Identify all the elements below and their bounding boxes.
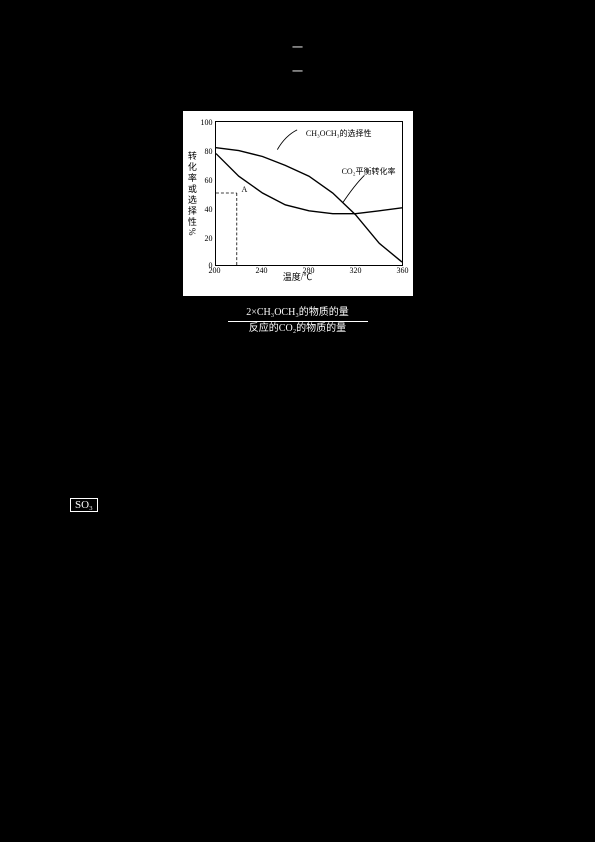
ytick: 60	[199, 175, 213, 188]
fraction-numerator: 2×CH₃OCH₃的物质的量	[228, 306, 368, 322]
xtick: 360	[397, 265, 409, 278]
xtick: 320	[350, 265, 362, 278]
text: 一	[292, 66, 303, 78]
ytick: 100	[199, 117, 213, 130]
spacer	[50, 377, 545, 407]
spacer	[50, 467, 545, 497]
fraction-denominator: 反应的CO₂的物质的量	[228, 322, 368, 335]
ytick: 20	[199, 233, 213, 246]
spacer	[50, 347, 545, 377]
formula-box: SO₃	[70, 498, 98, 512]
point-a-label: A	[242, 184, 248, 197]
pointer-b	[342, 175, 364, 203]
document-page: 一 一 CH₃OCH₃的选择性 CO₂平衡转化率 A 转化率或选择性% 温度/℃…	[50, 40, 545, 515]
pointer-a	[277, 130, 297, 150]
xtick: 240	[256, 265, 268, 278]
y-axis-label: 转化率或选择性%	[185, 151, 199, 238]
xtick: 280	[303, 265, 315, 278]
fraction: 2×CH₃OCH₃的物质的量 反应的CO₂的物质的量	[228, 306, 368, 335]
ytick: 40	[199, 204, 213, 217]
chart-border: CH₃OCH₃的选择性 CO₂平衡转化率 A	[215, 121, 403, 266]
text-line: 一	[50, 64, 545, 82]
spacer	[50, 407, 545, 437]
chart-container: CH₃OCH₃的选择性 CO₂平衡转化率 A 转化率或选择性% 温度/℃ 100…	[183, 111, 413, 296]
series-label-a: CH₃OCH₃的选择性	[306, 128, 372, 141]
ytick: 80	[199, 146, 213, 159]
text-line: SO₃	[50, 497, 545, 515]
series-label-b: CO₂平衡转化率	[342, 166, 396, 179]
xtick: 200	[209, 265, 221, 278]
text: 一	[292, 42, 303, 54]
curve-selectivity	[216, 148, 402, 262]
spacer	[50, 437, 545, 467]
text-line: 一	[50, 40, 545, 58]
